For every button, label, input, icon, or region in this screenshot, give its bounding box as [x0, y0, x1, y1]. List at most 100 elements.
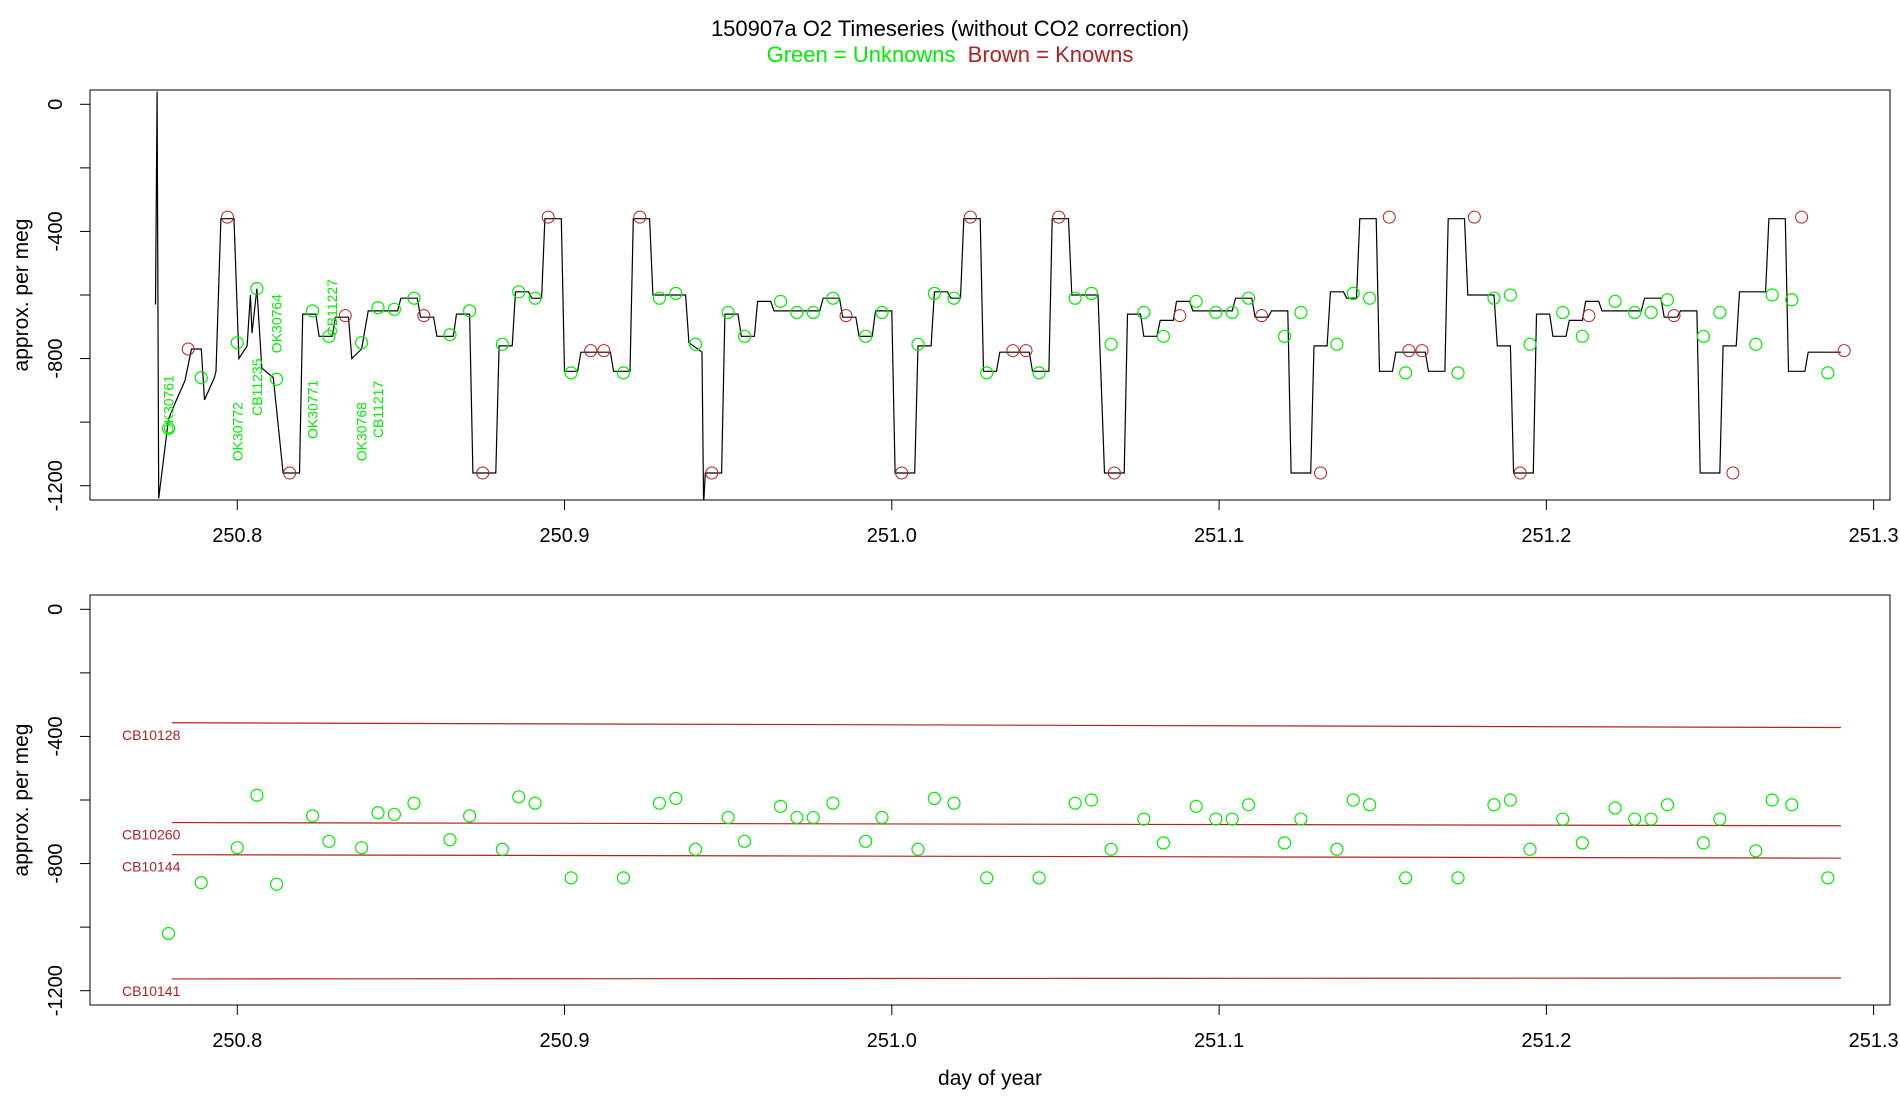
timeseries-panel: 0 -400 -800 -1200 approx. per meg 250.8 250.9 2…	[10, 89, 1899, 547]
unknown-point	[1785, 798, 1799, 812]
x-tick-label: 251.0	[867, 525, 917, 547]
unknown-point	[1156, 836, 1171, 850]
known-point	[963, 210, 977, 224]
known-point	[895, 466, 909, 480]
y-axis-label: approx. per meg	[10, 724, 33, 877]
unknown-point	[826, 291, 840, 305]
unknown-point	[773, 294, 788, 308]
unknown-point	[1713, 305, 1727, 320]
unknown-point	[230, 336, 244, 350]
unknown-point	[1363, 798, 1377, 812]
known-point	[181, 342, 195, 356]
unknown-point	[528, 796, 542, 810]
unknown-point	[1104, 842, 1118, 856]
known-point	[1382, 210, 1396, 224]
unknown-point	[790, 305, 804, 320]
unknown-point	[322, 329, 336, 343]
known-point	[1795, 210, 1809, 224]
unknown-point	[875, 305, 889, 320]
x-tick-label: 251.3	[1849, 1030, 1899, 1052]
known-point	[839, 309, 853, 323]
unknown-point	[1713, 812, 1727, 826]
unknown-point	[305, 304, 320, 318]
unknown-point	[616, 366, 631, 380]
y-tick-label: 0	[45, 604, 67, 615]
unknown-point	[911, 842, 925, 856]
unknown-point	[1084, 286, 1099, 301]
unknown-point	[1137, 305, 1151, 320]
known-point	[1415, 344, 1429, 358]
x-tick-label: 250.8	[212, 525, 262, 547]
unknown-point	[1644, 812, 1658, 826]
unknown-point	[669, 286, 683, 301]
unknown-point	[1451, 366, 1465, 380]
known-point	[1837, 344, 1851, 358]
unknown-point	[980, 871, 994, 885]
unknown-point	[927, 286, 941, 301]
y-axis-label: approx. per meg	[10, 219, 33, 372]
unknown-point	[859, 329, 873, 343]
known-point	[584, 344, 598, 358]
unknown-point	[305, 809, 320, 823]
y-tick-label: -1200	[45, 460, 67, 511]
unknown-point	[322, 834, 336, 848]
plot-area	[161, 722, 1841, 980]
unknown-point	[463, 809, 477, 823]
known-point	[1402, 344, 1416, 358]
unknown-point	[1068, 796, 1082, 810]
known-point	[597, 344, 611, 358]
reference-line-CB10141	[171, 977, 1841, 980]
known-point	[1513, 466, 1527, 480]
unknown-point	[1821, 366, 1835, 380]
known-point	[283, 466, 297, 480]
unknown-point	[947, 291, 961, 305]
unknown-point	[1696, 836, 1711, 850]
unknown-point	[1523, 337, 1537, 351]
unknown-point	[161, 926, 176, 941]
unknown-point	[443, 833, 457, 847]
unknown-point	[463, 304, 477, 318]
sample-label: OK30764	[269, 294, 285, 353]
unknown-point	[947, 796, 961, 810]
y-tick-label: -400	[45, 211, 67, 251]
unknown-point	[512, 790, 526, 804]
unknown-point	[1556, 812, 1570, 826]
unknown-point	[371, 301, 385, 315]
unknown-point	[250, 788, 264, 802]
unknown-point	[1556, 305, 1570, 320]
sample-label: CB11235	[249, 358, 265, 416]
known-point	[220, 210, 234, 224]
known-point	[338, 309, 352, 323]
unknown-point	[1225, 305, 1239, 320]
sample-label: OK30761	[161, 375, 177, 434]
sample-label: OK30772	[229, 402, 245, 461]
unknown-point	[1363, 291, 1377, 305]
unknown-point	[721, 305, 735, 320]
unknown-point	[1104, 337, 1118, 351]
unknown-point	[1575, 329, 1589, 343]
sample-label: CB11217	[370, 381, 386, 439]
unknown-point	[1084, 793, 1099, 807]
unknown-point	[652, 796, 667, 810]
unknown-point	[1294, 305, 1308, 320]
unknown-point	[1137, 812, 1151, 826]
unknown-point	[911, 337, 925, 351]
unknown-point	[230, 841, 244, 855]
unknown-point	[387, 807, 401, 821]
known-point	[1173, 309, 1187, 323]
unknown-point	[806, 305, 820, 320]
unknown-point	[1660, 798, 1675, 812]
reference-label: CB10144	[122, 859, 181, 875]
sample-label: CB11227	[324, 279, 340, 337]
x-tick-label: 251.1	[1194, 525, 1244, 547]
unknown-point	[773, 799, 788, 813]
x-tick-label: 250.8	[212, 1030, 262, 1052]
unknown-point	[1189, 294, 1203, 308]
chart-subtitle: Green = Unknowns Brown = Knowns	[767, 42, 1134, 67]
unknown-point	[194, 876, 208, 890]
unknown-point	[652, 291, 667, 305]
unknown-point	[1785, 293, 1799, 307]
known-point	[1255, 309, 1269, 323]
unknown-point	[980, 366, 994, 380]
